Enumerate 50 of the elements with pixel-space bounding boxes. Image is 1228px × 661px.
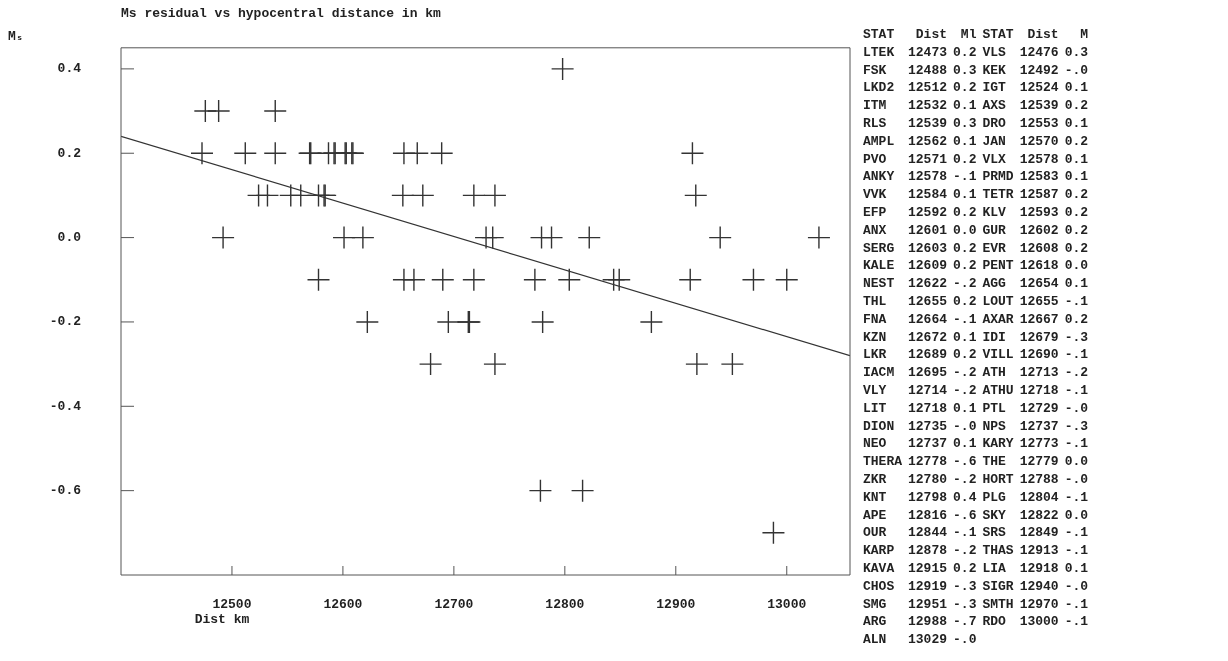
text: SMG 12951 -.3 SMTH 12970 -.1: [863, 596, 1089, 612]
text: APE 12816 -.6 SKY 12822 0.0: [863, 507, 1089, 523]
y-tick-label: 0.2: [57, 145, 82, 161]
chart-title: Ms residual vs hypocentral distance in km: [121, 6, 442, 21]
x-tick-label: 12900: [656, 597, 696, 613]
text: IACM 12695 -.2 ATH 12713 -.2: [862, 364, 1090, 382]
text: NEST 12622 -.2 AGG 12654 0.1: [862, 275, 1090, 293]
text: FNA 12664 -.1 AXAR 12667 0.2: [863, 311, 1089, 327]
y-tick-label: -0.6: [49, 482, 82, 498]
y-tick-label: 0.4: [57, 61, 82, 77]
x-tick-label: 12700: [434, 597, 474, 613]
text: ZKR 12780 -.2 HORT 12788 -.0: [863, 471, 1089, 487]
text: KALE 12609 0.2 PENT 12618 0.0: [862, 257, 1090, 276]
text: LKD2 12512 0.2 IGT 12524 0.1: [862, 79, 1090, 98]
text: LIT 12718 0.1 PTL 12729 -.0: [863, 400, 1089, 416]
text: ANKY 12578 -.1 PRMD 12583 0.1: [862, 168, 1090, 187]
text: ITM 12532 0.1 AXS 12539 0.2: [863, 98, 1089, 114]
text: KARP 12878 -.2 THAS 12913 -.1: [862, 542, 1090, 560]
text: RLS 12539 0.3 DRO 12553 0.1: [863, 115, 1089, 131]
x-tick-label: 12600: [323, 597, 363, 613]
text: ALN 13029 -.0: [863, 632, 977, 648]
text: VLY 12714 -.2 ATHU 12718 -.1: [863, 382, 1089, 398]
text: FSK 12488 0.3 KEK 12492 -.0: [863, 62, 1089, 78]
text: EFP 12592 0.2 KLV 12593 0.2: [863, 204, 1089, 220]
text: ARG 12988 -.7 RDO 13000 -.1: [863, 614, 1089, 630]
text: SERG 12603 0.2 EVR 12608 0.2: [862, 239, 1090, 258]
x-tick-label: 13000: [767, 597, 807, 613]
text: NEO 12737 0.1 KARY 12773 -.1: [863, 436, 1089, 452]
text: KZN 12672 0.1 IDI 12679 -.3: [863, 329, 1089, 345]
text: AMPL 12562 0.1 JAN 12570 0.2: [862, 132, 1090, 151]
x-tick-label: 12500: [212, 597, 252, 613]
text: VVK 12584 0.1 TETR 12587 0.2: [863, 187, 1089, 203]
text: LKR 12689 0.2 VILL 12690 -.1: [863, 347, 1089, 363]
y-axis-title: Mₛ: [8, 29, 24, 44]
text: LTEK 12473 0.2 VLS 12476 0.3: [862, 43, 1090, 62]
text: CHOS 12919 -.3 SIGR 12940 -.0: [862, 577, 1090, 596]
text: STAT Dist Ml STAT Dist M: [863, 27, 1089, 42]
text: ANX 12601 0.0 GUR 12602 0.2: [863, 222, 1089, 238]
y-tick-label: -0.2: [49, 314, 82, 330]
x-axis-title: Dist km: [194, 612, 250, 627]
y-tick-label: 0.0: [57, 229, 82, 245]
text: PVO 12571 0.2 VLX 12578 0.1: [863, 151, 1089, 167]
text: KNT 12798 0.4 PLG 12804 -.1: [863, 489, 1089, 505]
text: DION 12735 -.0 NPS 12737 -.3: [862, 417, 1090, 436]
text: THL 12655 0.2 LOUT 12655 -.1: [863, 293, 1089, 309]
y-tick-label: -0.4: [49, 398, 82, 414]
x-tick-label: 12800: [545, 597, 585, 613]
text: KAVA 12915 0.2 LIA 12918 0.1: [862, 559, 1090, 578]
text: OUR 12844 -.1 SRS 12849 -.1: [863, 525, 1089, 541]
text: THERA 12778 -.6 THE 12779 0.0: [862, 453, 1090, 471]
